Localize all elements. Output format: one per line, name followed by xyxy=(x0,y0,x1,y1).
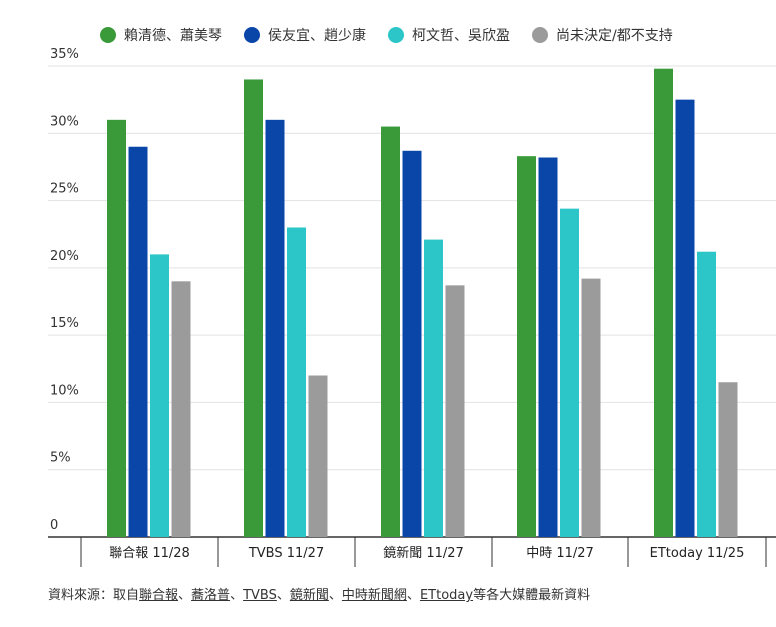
legend-item: 侯友宜、趙少康 xyxy=(244,25,366,45)
bar xyxy=(402,150,422,537)
bar xyxy=(654,68,673,537)
legend-item: 柯文哲、吳欣盈 xyxy=(388,25,510,45)
source-link[interactable]: 鏡新聞 xyxy=(289,588,329,603)
bar xyxy=(581,278,601,537)
bar xyxy=(171,281,191,537)
x-tick-label: 中時 11/27 xyxy=(526,546,594,561)
bar xyxy=(538,157,558,537)
bar xyxy=(560,208,579,537)
bar xyxy=(265,119,285,537)
bar xyxy=(244,79,263,537)
y-tick-label: 20% xyxy=(50,249,79,264)
x-tick-label: 鏡新聞 11/27 xyxy=(383,545,464,561)
source-link[interactable]: TVBS xyxy=(243,588,277,603)
source-note: 資料來源：取自聯合報、蕎洛普、TVBS、鏡新聞、中時新聞網、ETtoday等各大… xyxy=(48,584,590,603)
y-tick-label: 25% xyxy=(50,182,79,197)
bar xyxy=(697,251,716,538)
y-tick-label: 10% xyxy=(50,383,79,398)
y-tick-label: 15% xyxy=(50,316,79,331)
x-tick-label: 聯合報 11/28 xyxy=(109,546,190,561)
bar xyxy=(718,382,738,537)
bar xyxy=(517,156,536,538)
bar xyxy=(381,126,400,538)
legend-label: 侯友宜、趙少康 xyxy=(268,28,366,44)
legend-dot xyxy=(244,27,260,43)
legend-dot xyxy=(100,27,116,43)
legend-dot xyxy=(388,27,404,43)
source-separator: 、 xyxy=(178,588,192,603)
legend-item: 尚未決定/都不支持 xyxy=(532,25,673,45)
x-tick-label: TVBS 11/27 xyxy=(248,546,324,561)
bar xyxy=(128,146,148,537)
source-suffix: 等各大媒體最新資料 xyxy=(473,588,591,603)
x-tick-label: ETtoday 11/25 xyxy=(650,546,745,561)
legend-label: 尚未決定/都不支持 xyxy=(556,28,673,44)
y-tick-label: 35% xyxy=(50,47,79,62)
legend-label: 柯文哲、吳欣盈 xyxy=(412,28,510,44)
bar xyxy=(107,119,126,537)
y-tick-label: 0 xyxy=(50,518,58,533)
legend: 賴清德、蕭美琴 侯友宜、趙少康 柯文哲、吳欣盈 尚未決定/都不支持 xyxy=(100,25,673,45)
source-link[interactable]: ETtoday xyxy=(419,588,474,603)
bar xyxy=(308,375,328,537)
bar xyxy=(675,99,695,538)
source-separator: 、 xyxy=(276,588,290,603)
bar xyxy=(424,239,443,537)
source-link[interactable]: 聯合報 xyxy=(139,588,179,603)
bar xyxy=(150,254,169,537)
source-separator: 、 xyxy=(406,588,420,603)
y-tick-label: 30% xyxy=(50,114,79,129)
bar xyxy=(287,227,306,537)
legend-item: 賴清德、蕭美琴 xyxy=(100,25,222,45)
legend-label: 賴清德、蕭美琴 xyxy=(124,28,222,44)
source-separator: 、 xyxy=(230,588,244,603)
source-prefix: 資料來源：取自 xyxy=(48,588,140,603)
source-link[interactable]: 蕎洛普 xyxy=(191,588,231,603)
bar-chart: 0 5% 10% 15% 20% 25% 30% 35% 聯合報 11/28 TVBS 11/27… xyxy=(48,47,776,567)
source-separator: 、 xyxy=(328,588,342,603)
source-link[interactable]: 中時新聞網 xyxy=(341,588,407,603)
legend-dot xyxy=(532,27,548,43)
bar xyxy=(445,285,465,537)
y-tick-label: 5% xyxy=(50,451,71,466)
